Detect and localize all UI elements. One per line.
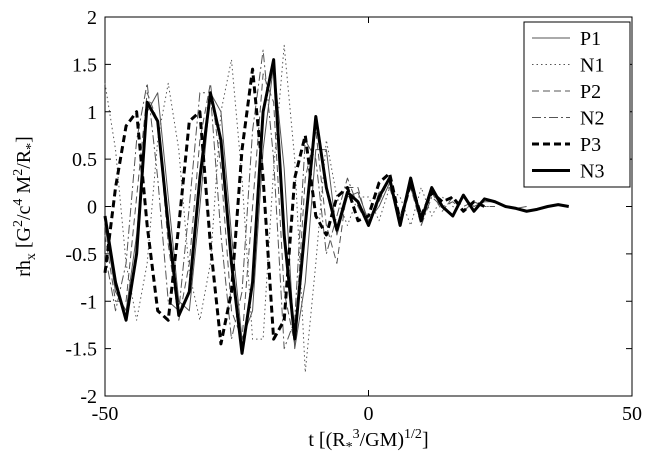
series-line — [104, 44, 495, 373]
y-tick-label: -1.5 — [65, 339, 97, 361]
x-tick-label: 50 — [622, 403, 642, 425]
label-part: 2 — [11, 169, 26, 176]
y-tick-label: -1 — [80, 291, 97, 313]
legend-label: P2 — [580, 81, 601, 103]
label-part: M — [13, 176, 35, 199]
x-tick-label: 0 — [364, 403, 374, 425]
legend-label: N1 — [580, 55, 604, 77]
y-tick-label: 1.5 — [72, 54, 97, 76]
y-tick-label: 0 — [87, 197, 97, 219]
label-part: /R — [13, 149, 35, 169]
x-axis-label: t [(R*3/GM)1/2] — [308, 427, 428, 455]
legend-label: N3 — [580, 161, 604, 183]
label-part: t [(R — [308, 429, 346, 451]
legend-box — [523, 21, 631, 188]
series-line — [103, 67, 486, 346]
y-axis-label: rhx [G2/c4 M2/R*] — [11, 136, 39, 277]
series-line — [104, 73, 485, 345]
series-line — [104, 49, 495, 350]
label-part: [G — [13, 227, 35, 253]
label-part: /c — [13, 205, 35, 220]
y-tick-label: 0.5 — [72, 149, 97, 171]
y-tick-label: -0.5 — [65, 244, 97, 266]
label-part: 2 — [11, 220, 26, 227]
label-part: * — [346, 440, 353, 455]
label-part: x — [24, 253, 39, 260]
label-part: ] — [13, 136, 35, 143]
label-part: /GM) — [360, 429, 404, 451]
legend-label: P1 — [580, 28, 601, 50]
series-line — [103, 58, 570, 355]
y-tick-label: 1 — [87, 102, 97, 124]
y-tick-label: -2 — [80, 386, 97, 408]
label-part: ] — [422, 429, 429, 451]
x-tick-label: -50 — [92, 403, 119, 425]
label-part: 1/2 — [404, 427, 422, 442]
y-tick-label: 2 — [87, 7, 97, 29]
label-part: 4 — [11, 199, 26, 206]
label-part: 3 — [353, 427, 360, 442]
label-part: rh — [13, 260, 35, 277]
legend-label: P3 — [580, 134, 601, 156]
legend-label: N2 — [580, 108, 604, 130]
label-part: * — [24, 143, 39, 150]
